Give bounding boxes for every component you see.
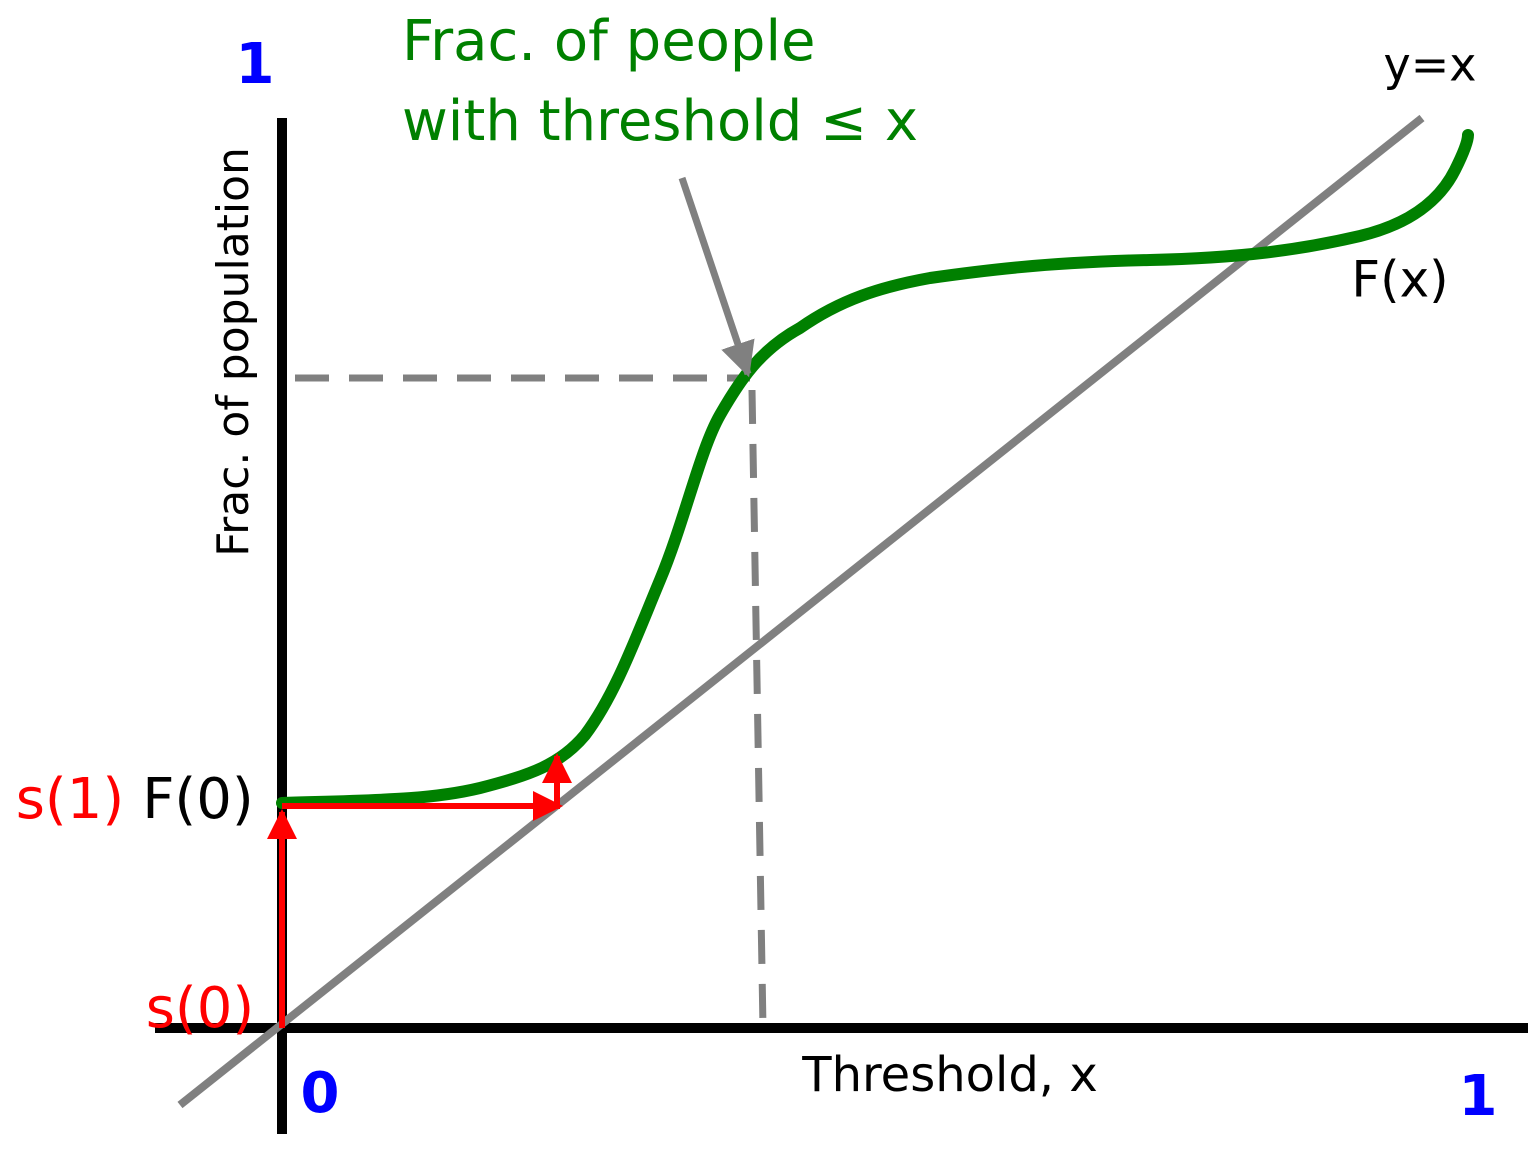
annotation-line: with threshold ≤ x [402,89,918,154]
y-axis-label: Frac. of population [208,147,259,557]
s0-label: s(0) [146,976,255,1041]
identity-label: y=x [1384,38,1477,92]
x-max-label: 1 [1459,1064,1498,1129]
cdf-curve [276,129,1474,809]
s1-label: s(1) [16,767,125,832]
annotation-line: Frac. of people [402,9,815,74]
annotation-arrow [678,176,755,378]
f0-label: F(0) [142,767,254,832]
x-min-label: 0 [301,1061,340,1126]
x-axis-label: Threshold, x [801,1047,1097,1103]
y-max-label: 1 [236,32,275,97]
guide-vertical [748,389,767,1029]
identity-line [177,114,1425,1109]
curve-label: F(x) [1351,251,1448,309]
